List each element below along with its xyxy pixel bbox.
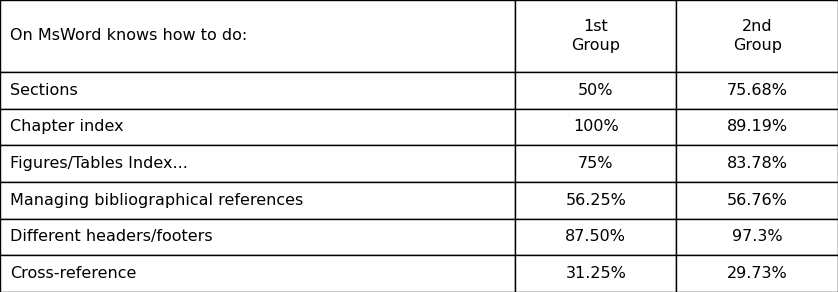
Bar: [676, 109, 838, 145]
Bar: [515, 182, 676, 219]
Text: Cross-reference: Cross-reference: [10, 266, 137, 281]
Text: 29.73%: 29.73%: [727, 266, 788, 281]
Text: Managing bibliographical references: Managing bibliographical references: [10, 193, 303, 208]
Bar: [676, 72, 838, 109]
Bar: [676, 0, 838, 72]
Text: Different headers/footers: Different headers/footers: [10, 230, 213, 244]
Text: Chapter index: Chapter index: [10, 119, 124, 135]
Bar: [676, 145, 838, 182]
Text: Figures/Tables Index...: Figures/Tables Index...: [10, 156, 188, 171]
Text: 31.25%: 31.25%: [566, 266, 626, 281]
Text: 89.19%: 89.19%: [727, 119, 788, 135]
Text: 1st
Group: 1st Group: [572, 19, 620, 53]
Bar: [515, 72, 676, 109]
Bar: [676, 182, 838, 219]
Text: 50%: 50%: [578, 83, 613, 98]
Bar: [676, 219, 838, 255]
Text: 75%: 75%: [578, 156, 613, 171]
Bar: [0, 182, 515, 219]
Text: 87.50%: 87.50%: [566, 230, 626, 244]
Text: 2nd
Group: 2nd Group: [732, 19, 782, 53]
Bar: [0, 109, 515, 145]
Bar: [515, 145, 676, 182]
Text: 56.76%: 56.76%: [727, 193, 788, 208]
Bar: [515, 0, 676, 72]
Text: Sections: Sections: [10, 83, 78, 98]
Bar: [676, 255, 838, 292]
Bar: [515, 109, 676, 145]
Text: 100%: 100%: [573, 119, 618, 135]
Bar: [0, 72, 515, 109]
Bar: [0, 255, 515, 292]
Text: On MsWord knows how to do:: On MsWord knows how to do:: [10, 29, 247, 44]
Bar: [0, 219, 515, 255]
Bar: [515, 255, 676, 292]
Text: 97.3%: 97.3%: [732, 230, 783, 244]
Bar: [0, 145, 515, 182]
Text: 83.78%: 83.78%: [727, 156, 788, 171]
Bar: [0, 0, 515, 72]
Bar: [515, 219, 676, 255]
Text: 75.68%: 75.68%: [727, 83, 788, 98]
Text: 56.25%: 56.25%: [566, 193, 626, 208]
